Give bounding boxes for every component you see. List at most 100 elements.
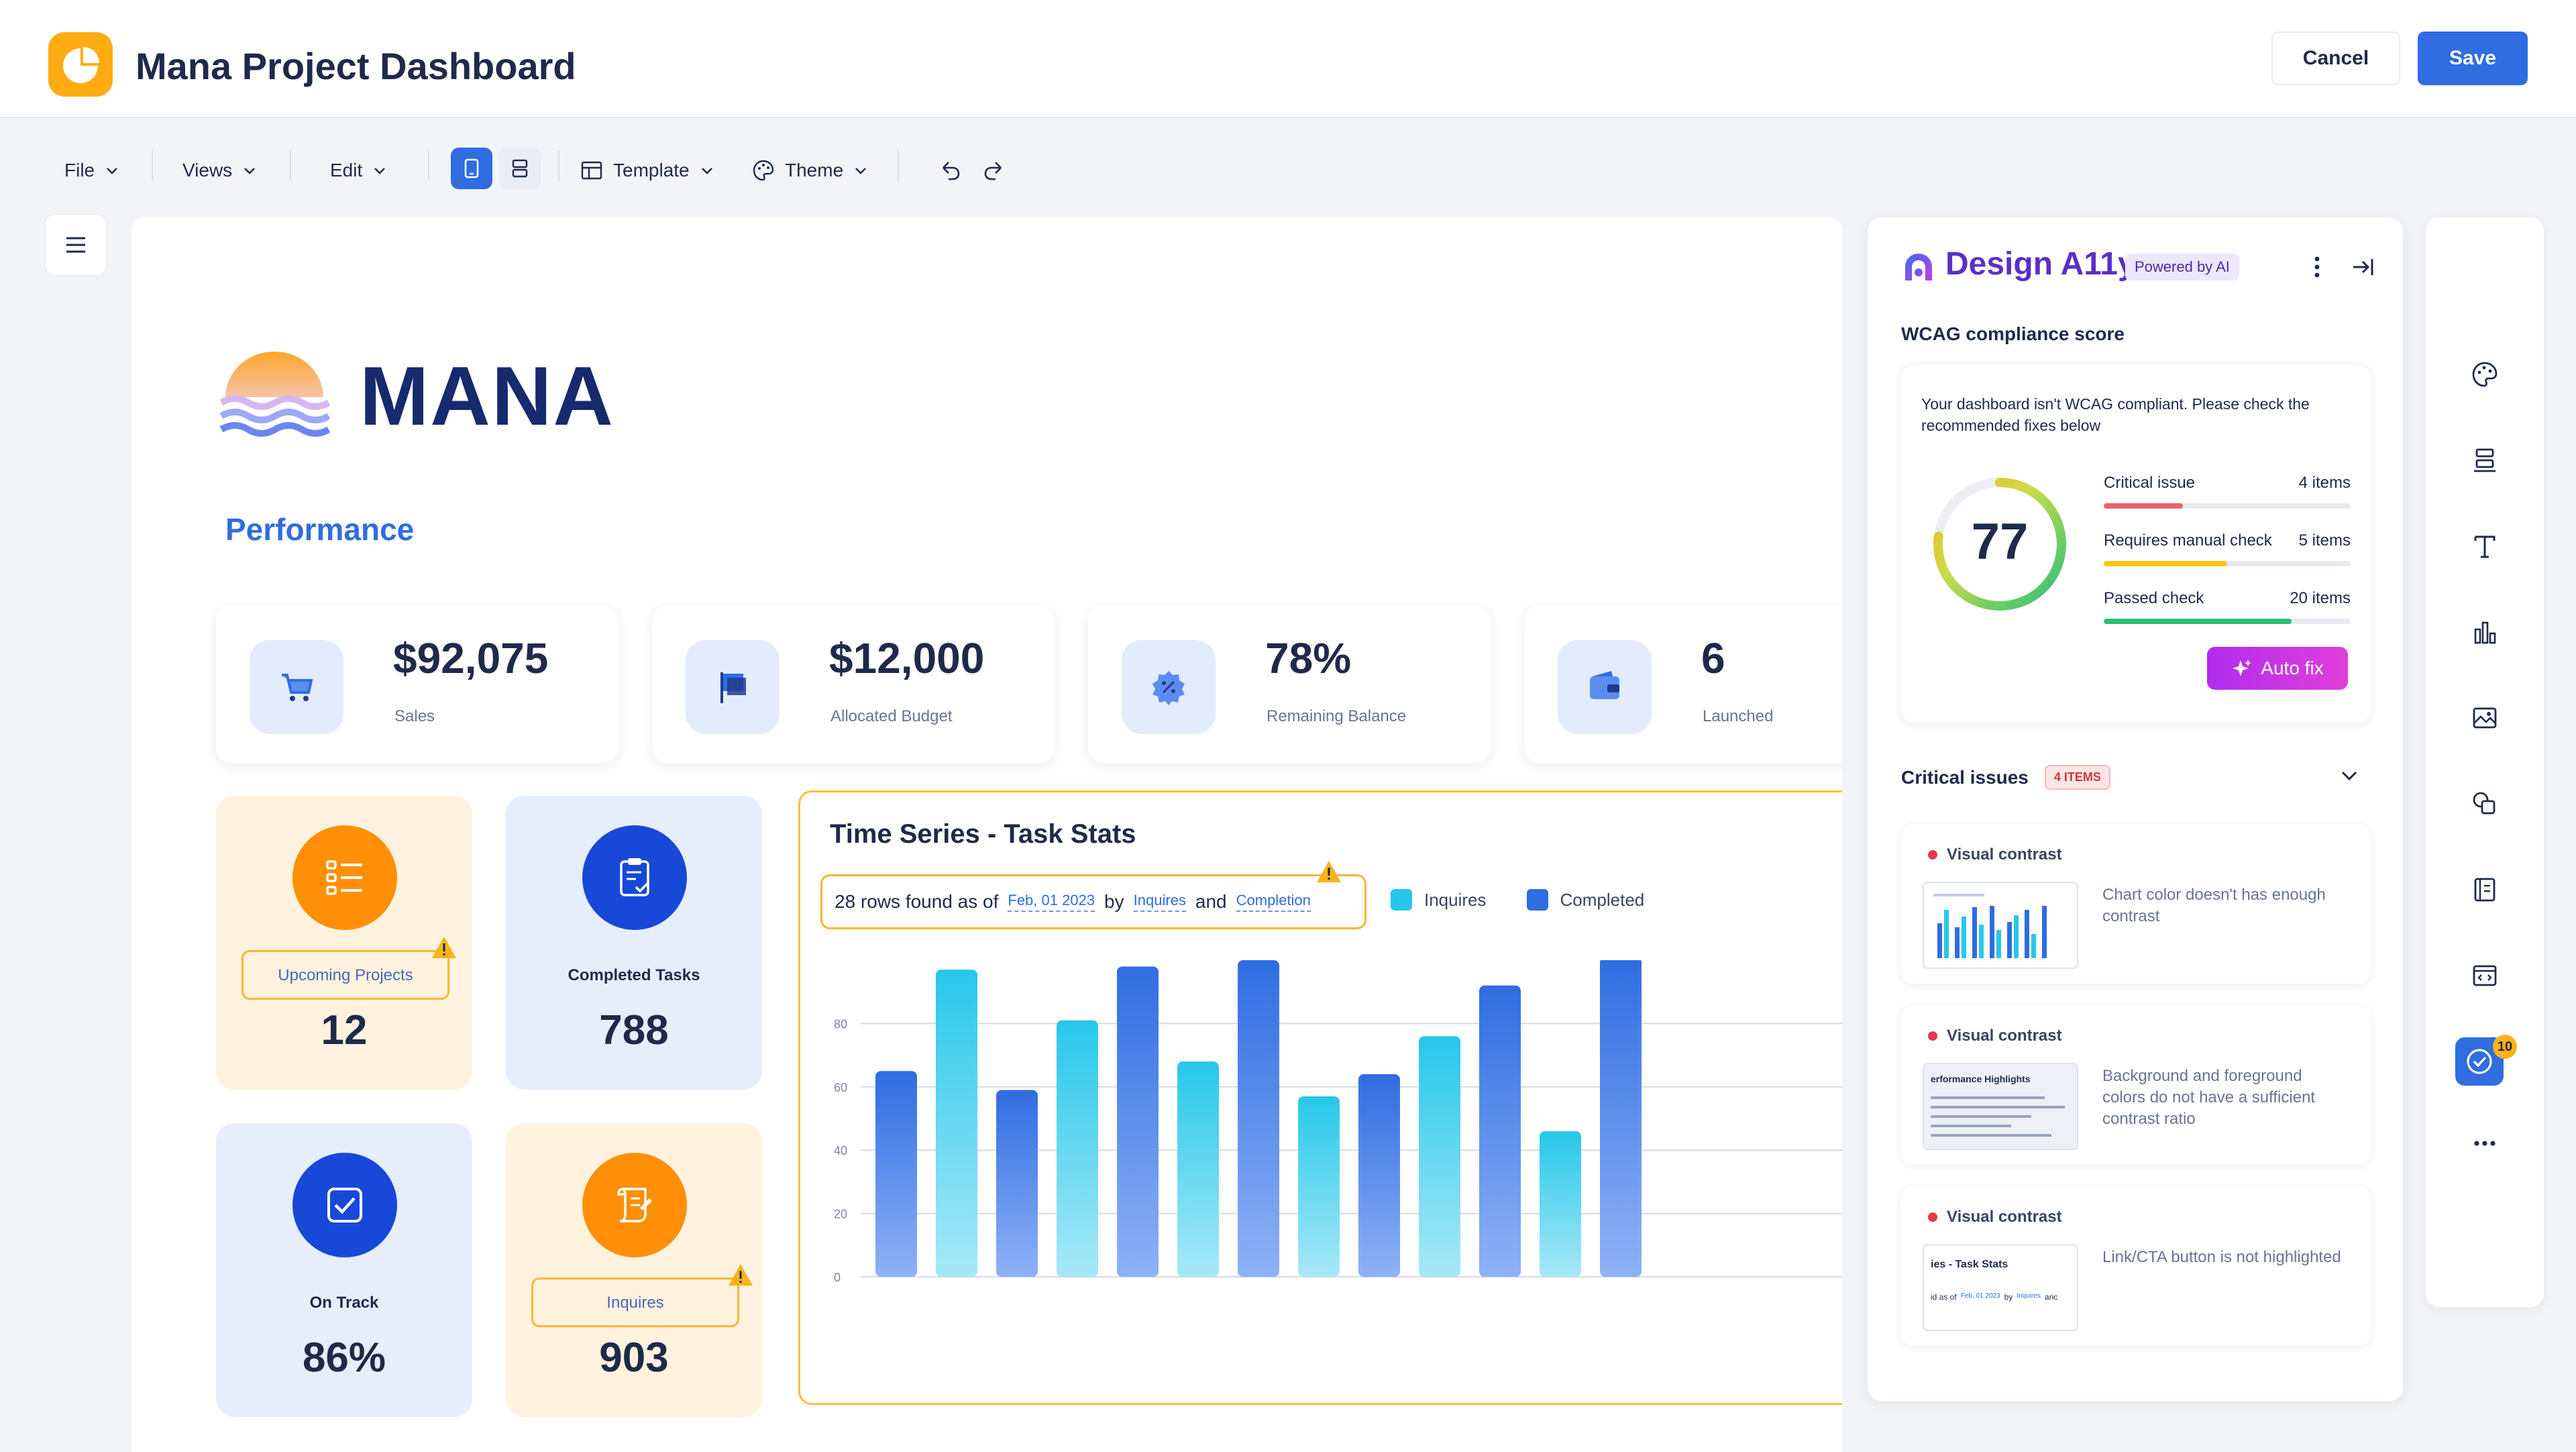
thumbnail-text-lines [1931,1096,2065,1137]
stat-card-balance[interactable]: 78% Remaining Balance [1088,605,1491,764]
completion-link[interactable]: Completion [1236,892,1311,912]
metric-bar [2104,503,2351,509]
metric-bar [2104,561,2351,566]
score-message: Your dashboard isn't WCAG compliant. Ple… [1921,395,2310,434]
chart-bar-inquires[interactable] [1057,1020,1098,1277]
stat-value: 6 [1701,634,1725,682]
rail-pages-button[interactable] [2465,870,2505,910]
kpi-on-track[interactable]: On Track 86% [216,1123,472,1417]
score-card: Your dashboard isn't WCAG compliant. Ple… [1901,365,2371,723]
rail-image-button[interactable] [2465,698,2505,738]
views-menu[interactable]: Views [182,156,258,185]
error-dot-icon [1928,1212,1937,1222]
checkbox-icon [292,1153,397,1257]
collapse-panel-icon[interactable] [2348,252,2377,282]
kpi-inquires[interactable]: Inquires 903 [506,1123,762,1417]
kpi-upcoming-projects[interactable]: Upcoming Projects 12 [216,796,472,1090]
thumbnail-by: by [2004,1292,2013,1302]
clipboard-check-icon [582,825,687,930]
edit-menu[interactable]: Edit [330,156,388,185]
chart-bar-completed[interactable] [1600,960,1642,1277]
rail-text-button[interactable] [2465,526,2505,566]
document-icon [2474,878,2496,902]
metric-critical: Critical issue 4 items [2104,474,2351,509]
rail-layout-button[interactable] [2465,440,2505,480]
chart-bar-inquires[interactable] [1177,1061,1219,1277]
chart-bar-completed[interactable] [1358,1074,1400,1277]
file-menu-label: File [64,160,95,180]
stat-label: Sales [394,707,435,725]
sparkle-icon [2233,660,2252,676]
cancel-button[interactable]: Cancel [2271,32,2400,85]
by-text: by [1104,891,1124,912]
hamburger-menu-button[interactable] [44,213,107,276]
issue-card[interactable]: Visual contrast Chart color doesn't has … [1901,824,2371,984]
theme-menu[interactable]: Theme [751,156,869,185]
chart-bar-inquires[interactable] [1419,1036,1460,1277]
metric-bar-fill [2104,619,2292,624]
metric-count: 5 items [2298,531,2351,550]
file-menu[interactable]: File [64,156,120,185]
issue-card[interactable]: Visual contrast ies - Task Stats id as o… [1901,1186,2371,1346]
kpi-label: On Track [309,1294,379,1312]
chart-bar-completed[interactable] [996,1090,1038,1277]
split-layout-button[interactable] [499,148,541,189]
stat-card-budget[interactable]: $12,000 Allocated Budget [652,605,1055,764]
chevron-down-icon[interactable] [2337,764,2361,788]
warning-icon [1317,861,1341,882]
rail-theme-button[interactable] [2465,354,2505,395]
stat-card-launched[interactable]: 6 Launched [1524,605,1842,764]
issue-card[interactable]: Visual contrast erformance Highlights Ba… [1901,1005,2371,1165]
chart-bar-inquires[interactable] [1540,1131,1581,1277]
y-tick-label: 80 [834,1017,847,1031]
chart-bar-inquires[interactable] [1298,1096,1340,1277]
metric-count: 20 items [2290,589,2351,607]
more-vertical-icon[interactable] [2302,252,2332,282]
toolbar-divider [152,150,153,181]
metric-label: Requires manual check [2104,531,2272,550]
legend-swatch [1391,889,1412,911]
rail-code-button[interactable] [2465,955,2505,996]
thumbnail-date: Feb, 01 2023 [1960,1292,2000,1300]
redo-icon [984,162,1002,180]
inquires-link[interactable]: Inquires [1133,892,1186,912]
chart-bar-completed[interactable] [1117,966,1159,1277]
redo-button[interactable] [981,156,1008,185]
issue-thumbnail [1923,882,2078,969]
rail-more-button[interactable] [2465,1123,2505,1163]
chart-bar-inquires[interactable] [936,970,977,1277]
template-menu[interactable]: Template [580,156,715,185]
y-tick-label: 60 [834,1081,847,1094]
rail-chart-button[interactable] [2465,612,2505,652]
stat-label: Allocated Budget [830,707,953,725]
pie-chart-logo-icon [48,32,113,97]
stat-value: $12,000 [829,634,985,682]
portrait-layout-button[interactable] [451,148,492,189]
score-value: 77 [1971,513,2029,570]
save-button[interactable]: Save [2418,32,2528,85]
stat-card-sales[interactable]: $92,075 Sales [216,605,619,764]
issue-description: Background and foreground colors do not … [2102,1067,2316,1128]
stat-label: Launched [1703,707,1774,725]
warning-icon [432,937,456,958]
critical-issues-header[interactable]: Critical issues 4 ITEMS [1901,765,2110,790]
metric-bar [2104,619,2351,624]
chart-bar-completed[interactable] [875,1071,917,1277]
mini-chart-thumbnail [1933,894,2047,958]
issue-type: Visual contrast [1928,845,2062,864]
date-link[interactable]: Feb, 01 2023 [1008,892,1095,912]
hamburger-icon [66,237,85,253]
rows-found-filter: 28 rows found as of Feb, 01 2023 by Inqu… [820,874,1366,929]
kpi-completed-tasks[interactable]: Completed Tasks 788 [506,796,762,1090]
auto-fix-button[interactable]: Auto fix [2207,647,2348,690]
undo-button[interactable] [936,156,963,185]
task-stats-chart-card[interactable]: Time Series - Task Stats 28 rows found a… [798,790,1842,1405]
chart-bar-completed[interactable] [1238,960,1279,1277]
metric-count: 4 items [2298,474,2351,492]
wallet-icon [1558,640,1652,734]
kpi-value: 788 [599,1007,669,1053]
chart-bar-completed[interactable] [1479,985,1521,1277]
kpi-label: Inquires [531,1278,739,1327]
kpi-value: 86% [302,1335,386,1381]
rail-shapes-button[interactable] [2465,784,2505,824]
